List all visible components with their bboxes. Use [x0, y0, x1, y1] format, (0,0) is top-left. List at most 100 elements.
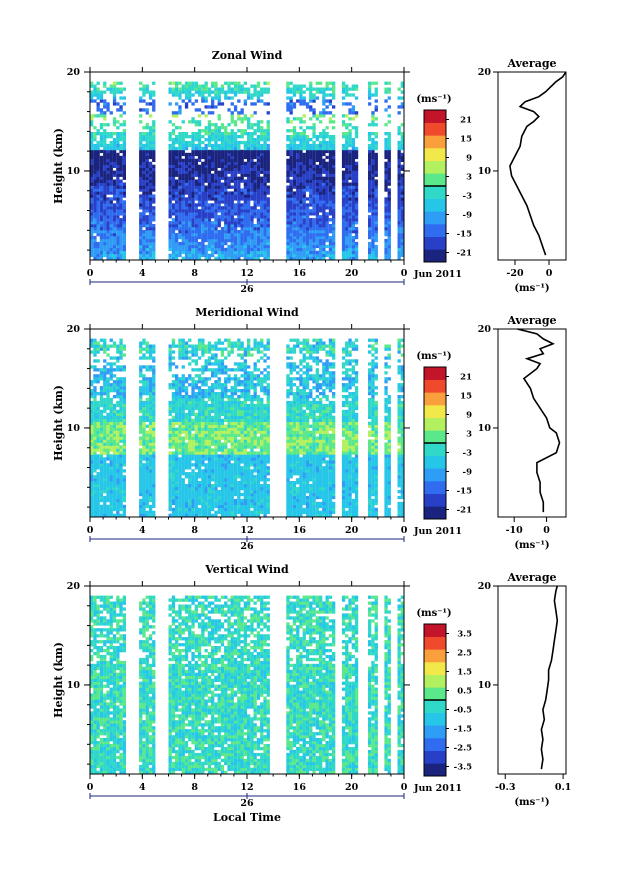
heatmap-cell — [312, 185, 316, 189]
heatmap-cell — [289, 149, 293, 154]
heatmap-cell — [305, 215, 310, 219]
heatmap-cell — [93, 238, 97, 243]
heatmap-cell — [142, 454, 146, 458]
heatmap-cell — [99, 194, 104, 198]
heatmap-cell — [106, 135, 110, 139]
heatmap-cell — [384, 90, 388, 94]
heatmap-cell — [201, 176, 205, 180]
heatmap-cell — [109, 368, 113, 372]
heatmap-cell — [119, 155, 123, 160]
heatmap-cell — [178, 341, 182, 345]
heatmap-cell — [197, 436, 202, 440]
heatmap-cell — [348, 140, 352, 145]
heatmap-cell — [168, 442, 172, 446]
heatmap-cell — [90, 209, 94, 213]
heatmap-cell — [194, 241, 198, 246]
heatmap-cell — [106, 371, 110, 375]
heatmap-cell — [312, 182, 316, 186]
heatmap-cell — [184, 386, 189, 390]
heatmap-cell — [103, 403, 107, 408]
heatmap-cell — [178, 383, 182, 387]
average-frame — [497, 71, 567, 261]
heatmap-cell — [233, 105, 238, 109]
heatmap-cell — [227, 221, 231, 225]
heatmap-cell — [325, 84, 329, 88]
heatmap-cell — [112, 383, 117, 387]
heatmap-cell — [299, 140, 303, 145]
heatmap-cell — [93, 161, 97, 165]
heatmap-cell — [325, 191, 329, 195]
heatmap-cell — [168, 247, 172, 252]
heatmap-cell — [142, 365, 146, 369]
heatmap-cell — [247, 149, 251, 154]
heatmap-cell — [230, 224, 234, 228]
heatmap-cell — [184, 418, 189, 422]
heatmap-cell — [233, 206, 238, 210]
heatmap-cell — [322, 191, 326, 195]
heatmap-cell — [194, 492, 198, 497]
heatmap-cell — [116, 448, 120, 452]
heatmap-cell — [106, 466, 110, 470]
heatmap-cell — [233, 93, 238, 97]
heatmap-cell — [112, 194, 117, 198]
heatmap-cell — [319, 179, 323, 183]
heatmap-cell — [184, 132, 189, 136]
heatmap-cell — [368, 200, 372, 204]
heatmap-cell — [207, 227, 212, 231]
heatmap-cell — [145, 487, 149, 491]
heatmap-cell — [90, 430, 94, 434]
heatmap-cell — [247, 247, 251, 252]
heatmap-cell — [175, 448, 179, 452]
heatmap-cell — [109, 167, 113, 171]
heatmap-cell — [106, 123, 110, 127]
heatmap-cell — [191, 424, 195, 428]
heatmap-cell — [142, 510, 146, 514]
heatmap-cell — [119, 368, 123, 372]
heatmap-cell — [332, 218, 336, 222]
heatmap-cell — [309, 96, 313, 100]
heatmap-cell — [233, 209, 238, 213]
heatmap-cell — [96, 200, 100, 204]
heatmap-cell — [142, 513, 146, 517]
heatmap-cell — [188, 135, 192, 139]
heatmap-cell — [286, 212, 290, 216]
heatmap-cell — [103, 244, 107, 249]
heatmap-cell — [286, 96, 290, 100]
heatmap-cell — [90, 424, 94, 428]
heatmap-cell — [197, 498, 202, 503]
heatmap-cell — [93, 492, 97, 497]
heatmap-cell — [296, 227, 300, 231]
heatmap-cell — [211, 149, 215, 154]
heatmap-cell — [191, 143, 195, 148]
heatmap-cell — [142, 445, 146, 449]
heatmap-cell — [139, 218, 143, 222]
heatmap-cell — [171, 155, 176, 160]
heatmap-cell — [312, 238, 316, 243]
heatmap-cell — [168, 365, 172, 369]
heatmap-cell — [299, 126, 303, 130]
heatmap-cell — [168, 256, 172, 260]
heatmap-cell — [400, 164, 404, 168]
heatmap-cell — [289, 170, 293, 174]
heatmap-cell — [139, 403, 143, 408]
heatmap-cell — [299, 143, 303, 148]
heatmap-cell — [152, 504, 156, 509]
heatmap-cell — [253, 247, 257, 252]
heatmap-cell — [139, 504, 143, 509]
heatmap-cell — [112, 442, 117, 446]
heatmap-cell — [194, 244, 198, 249]
heatmap-cell — [204, 233, 208, 237]
heatmap-cell — [191, 353, 195, 357]
heatmap-cell — [178, 132, 182, 136]
heatmap-cell — [197, 179, 202, 183]
heatmap-cell — [233, 224, 238, 228]
heatmap-cell — [260, 212, 264, 216]
heatmap-cell — [168, 167, 172, 171]
heatmap-cell — [325, 132, 329, 136]
heatmap-cell — [253, 212, 257, 216]
heatmap-cell — [384, 87, 388, 91]
heatmap-cell — [109, 344, 113, 348]
heatmap-cell — [266, 143, 270, 148]
heatmap-cell — [184, 403, 189, 408]
heatmap-cell — [175, 135, 179, 139]
